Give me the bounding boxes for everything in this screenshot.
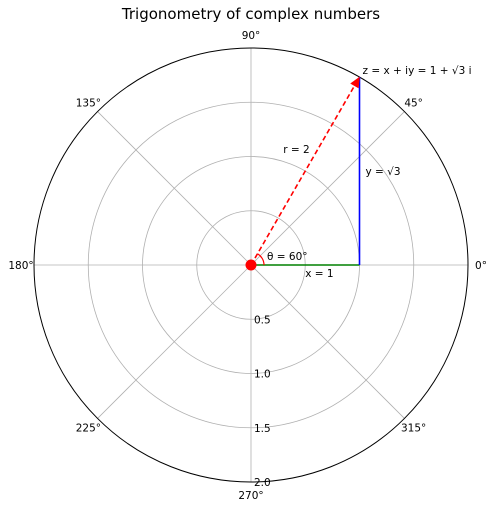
modulus-line	[251, 77, 360, 265]
x-label: x = 1	[305, 268, 333, 280]
angular-tick-label: 0°	[475, 260, 487, 272]
angular-tick-label: 225°	[76, 423, 101, 435]
angular-gridline	[98, 112, 251, 265]
angular-gridline	[251, 112, 404, 265]
annotations: z = x + iy = 1 + √3 i r = 2 y = √3 θ = 6…	[267, 65, 472, 280]
theta-label: θ = 60°	[267, 251, 308, 263]
angular-gridline	[251, 265, 404, 418]
radial-tick-label: 1.0	[254, 369, 271, 381]
theta-arc	[258, 254, 265, 265]
radial-tick-label: 2.0	[254, 477, 271, 489]
origin-marker	[246, 260, 257, 271]
radial-tick-labels: 0.5 1.0 1.5 2.0	[254, 314, 271, 489]
angular-gridline	[98, 265, 251, 418]
radial-tick-label: 0.5	[254, 314, 271, 326]
angular-tick-label: 315°	[401, 423, 426, 435]
angular-tick-label: 180°	[8, 260, 33, 272]
radial-tick-label: 1.5	[254, 423, 271, 435]
z-label: z = x + iy = 1 + √3 i	[363, 65, 472, 77]
chart-title: Trigonometry of complex numbers	[121, 5, 380, 23]
z-arrowhead	[351, 77, 360, 88]
angular-tick-label: 135°	[76, 97, 101, 109]
angular-tick-label: 270°	[238, 490, 263, 502]
r-label: r = 2	[283, 144, 309, 156]
angular-tick-label: 45°	[404, 97, 423, 109]
angular-tick-label: 90°	[242, 30, 261, 42]
y-label: y = √3	[366, 166, 401, 178]
